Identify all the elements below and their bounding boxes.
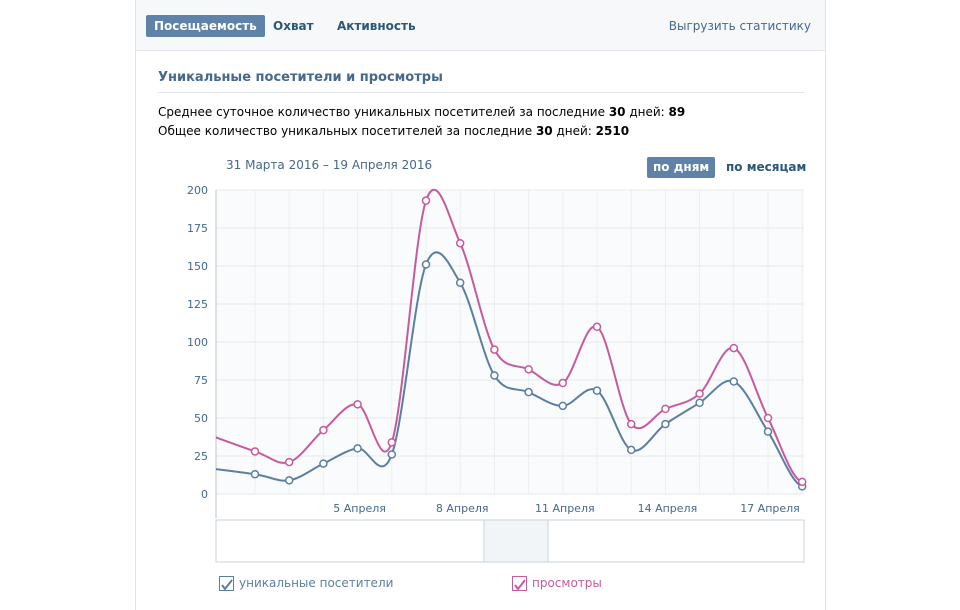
data-point [626,419,636,429]
data-point [729,343,739,353]
total-stat-prefix: Общее количество уникальных посетителей … [158,124,536,138]
tab-reach[interactable]: Охват [273,19,314,33]
data-point [284,457,294,467]
x-tick-label: 11 Апреля [535,502,595,515]
y-tick-label: 0 [201,488,208,501]
total-stat-mid: дней: [552,124,596,138]
y-tick-label: 100 [187,336,208,349]
data-point [250,469,260,479]
data-point [490,371,499,380]
check-icon [514,579,526,591]
unique-checkbox[interactable] [219,576,234,591]
x-tick-label: 14 Апреля [638,502,698,515]
data-point [695,398,704,408]
total-stat-value: 2510 [595,124,630,138]
legend-views-label: просмотры [532,576,602,590]
data-point [284,476,294,485]
data-point [661,419,670,429]
avg-daily-stat: Среднее суточное количество уникальных п… [158,105,685,119]
data-point [353,444,362,453]
data-point [353,400,362,409]
data-point [250,447,260,456]
navigator-window [483,519,549,563]
data-point [558,401,568,411]
statistics-panel: Посещаемость Охват Активность Выгрузить … [135,0,826,610]
y-tick-label: 75 [194,374,208,387]
total-stat-days: 30 [535,124,553,138]
legend-unique-label: уникальные посетители [239,576,394,590]
y-tick-label: 150 [187,260,208,273]
period-days-button[interactable]: по дням [647,157,716,178]
data-point [387,450,397,459]
y-tick-label: 25 [194,450,208,463]
y-tick-label: 200 [187,184,208,197]
y-tick-label: 175 [187,222,208,235]
data-point [524,365,533,374]
export-stats-link[interactable]: Выгрузить статистику [668,19,811,33]
avg-daily-stat-mid: дней: [625,105,669,119]
date-range[interactable]: 31 Марта 2016 – 19 Апреля 2016 [226,158,433,172]
x-tick-label: 17 Апреля [740,502,800,515]
data-point [524,387,533,397]
data-point [455,238,465,248]
avg-daily-stat-prefix: Среднее суточное количество уникальных п… [158,105,609,119]
avg-daily-stat-days: 30 [608,105,626,119]
data-point [558,378,568,388]
data-point [455,278,465,287]
data-point [729,377,739,386]
data-point [421,196,431,205]
data-point [421,260,431,269]
tab-activity[interactable]: Активность [337,19,416,33]
x-tick-label: 5 Апреля [333,502,386,515]
avg-daily-stat-value: 89 [668,105,686,119]
data-point [387,438,397,447]
data-point [626,445,636,455]
y-tick-label: 50 [194,412,208,425]
section-title: Уникальные посетители и просмотры [158,70,804,93]
data-point [592,386,602,395]
data-point [592,322,602,332]
tab-bar: Посещаемость Охват Активность Выгрузить … [136,0,825,51]
data-point [319,425,328,435]
data-point [661,404,670,414]
data-point [797,477,807,487]
tab-attendance[interactable]: Посещаемость [146,15,265,37]
y-tick-label: 125 [187,298,208,311]
data-point [763,413,773,423]
line-chart: 0 25 50 75 100 125 150 175 200 5 Апреля 8 Апреля 11… [187,184,807,563]
period-months-button[interactable]: по месяцам [726,160,807,174]
data-point [490,345,499,354]
views-checkbox[interactable] [512,576,527,591]
x-tick-label: 8 Апреля [436,502,489,515]
data-point [695,389,704,398]
data-point [763,427,773,436]
check-icon [221,579,233,591]
data-point [319,459,328,468]
total-stat: Общее количество уникальных посетителей … [158,124,629,138]
